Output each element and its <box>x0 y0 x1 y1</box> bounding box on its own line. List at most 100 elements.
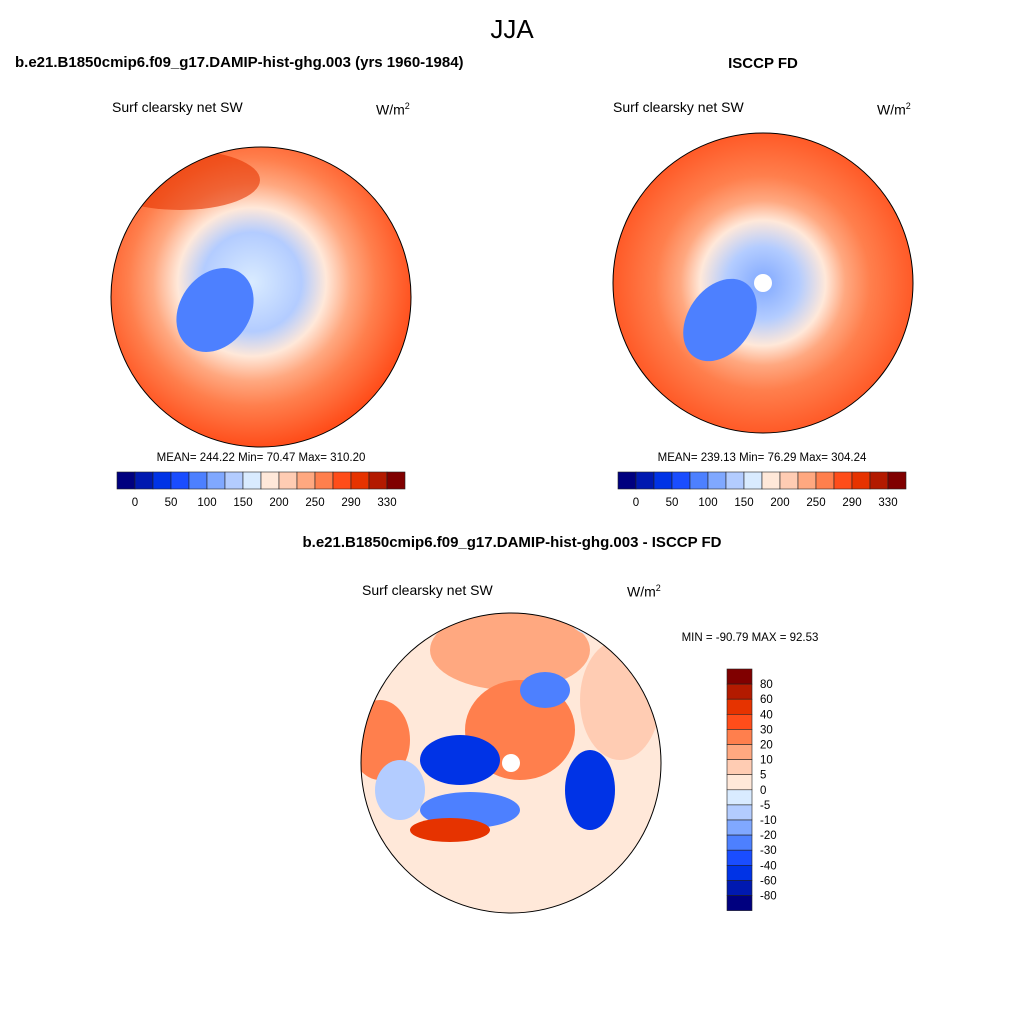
colorbar-box <box>314 471 334 490</box>
colorbar-box <box>815 471 835 490</box>
colorbar-tick-label: 330 <box>377 497 396 509</box>
colorbar-tick-label: 200 <box>269 497 288 509</box>
colorbar-tick-label: 60 <box>760 694 773 706</box>
panel3-variable: Surf clearsky net SW <box>362 582 493 598</box>
greenland-low-region <box>176 268 254 352</box>
colorbar-box <box>726 849 753 866</box>
colorbar-box <box>726 895 753 911</box>
colorbar-box <box>851 471 871 490</box>
colorbar-tick-label: 50 <box>165 497 178 509</box>
colorbar-tick-label: -80 <box>760 891 777 903</box>
colorbar-box <box>726 744 753 760</box>
colorbar-box <box>725 471 745 490</box>
colorbar-box <box>617 471 637 490</box>
colorbar-box <box>707 471 727 490</box>
map-panel3 <box>361 613 661 913</box>
colorbar-tick-label: 250 <box>305 497 324 509</box>
colorbar-box <box>726 698 753 715</box>
anomaly-region <box>570 613 661 640</box>
colorbar-box <box>726 834 753 851</box>
colorbar-box <box>743 471 763 490</box>
colorbar-box <box>224 471 244 490</box>
anomaly-region <box>410 818 490 842</box>
colorbar-tick-label: 250 <box>806 497 825 509</box>
map-panel2 <box>613 133 913 433</box>
missing-data-pole <box>502 754 520 772</box>
panel1-variable: Surf clearsky net SW <box>112 99 243 115</box>
colorbar-box <box>726 713 753 730</box>
colorbar-tick-label: 5 <box>760 770 766 782</box>
colorbar-box <box>206 471 226 490</box>
colorbar-box <box>869 471 889 490</box>
colorbar-tick-label: -20 <box>760 830 777 842</box>
colorbar-box <box>797 471 817 490</box>
panel1-units: W/m2 <box>376 101 410 118</box>
colorbar-tick-label: 40 <box>760 709 773 721</box>
colorbar-box <box>134 471 154 490</box>
missing-data-pole <box>754 274 772 292</box>
anomaly-region <box>580 640 660 760</box>
colorbar-box <box>726 683 753 700</box>
main-title: JJA <box>490 14 534 44</box>
units-exp: 2 <box>404 101 410 111</box>
colorbar-box <box>278 471 298 490</box>
units-exp: 2 <box>905 101 911 111</box>
colorbar-tick-label: 0 <box>760 785 766 797</box>
colorbar-box <box>386 471 406 490</box>
map2-border <box>612 132 914 434</box>
colorbar-tick-label: 100 <box>698 497 717 509</box>
colorbar-box <box>116 471 136 490</box>
anomaly-region <box>430 613 590 690</box>
colorbar-box <box>761 471 781 490</box>
colorbar-tick-label: 50 <box>666 497 679 509</box>
colorbar-box <box>635 471 655 490</box>
colorbar-tick-label: -40 <box>760 860 777 872</box>
colorbar-box <box>689 471 709 490</box>
units-text: W/m <box>376 101 405 118</box>
map1-border <box>110 146 412 448</box>
colorbar-box <box>726 880 753 896</box>
greenland-low-region <box>683 278 757 362</box>
panel1-stats: MEAN= 244.22 Min= 70.47 Max= 310.20 <box>156 452 366 464</box>
colorbar-box <box>726 759 753 775</box>
colorbar-box <box>726 804 753 821</box>
anomaly-region <box>420 735 500 785</box>
colorbar-tick-label: 10 <box>760 755 773 767</box>
colorbar-tick-label: 20 <box>760 740 773 752</box>
colorbar-tick-label: -60 <box>760 875 777 887</box>
colorbar-tick-label: -30 <box>760 845 777 857</box>
colorbar-box <box>726 729 753 745</box>
colorbar-box <box>653 471 673 490</box>
colorbar-tick-label: 80 <box>760 679 773 691</box>
units-exp: 2 <box>655 583 661 593</box>
colorbar-box <box>671 471 691 490</box>
colorbar-tick-label: 290 <box>341 497 360 509</box>
colorbar-box <box>726 668 753 685</box>
colorbar-tick-label: -10 <box>760 815 777 827</box>
high-region <box>111 150 260 210</box>
colorbar-box <box>726 789 753 806</box>
colorbar-box <box>332 471 352 490</box>
colorbar-box <box>726 864 753 881</box>
panel3-title: b.e21.B1850cmip6.f09_g17.DAMIP-hist-ghg.… <box>302 534 722 551</box>
anomaly-region <box>520 672 570 708</box>
map-panel1 <box>111 147 411 447</box>
colorbar-box <box>368 471 388 490</box>
colorbar-tick-label: 30 <box>760 724 773 736</box>
anomaly-region <box>565 750 615 830</box>
colorbar-tick-label: 0 <box>132 497 138 509</box>
colorbar-box <box>833 471 853 490</box>
colorbar-tick-label: 150 <box>233 497 252 509</box>
colorbar-box <box>726 819 753 836</box>
panel1-title: b.e21.B1850cmip6.f09_g17.DAMIP-hist-ghg.… <box>15 54 464 71</box>
colorbar-box <box>726 774 753 791</box>
map-field <box>111 147 411 447</box>
colorbar-tick-label: 290 <box>842 497 861 509</box>
panel3-stats: MIN = -90.79 MAX = 92.53 <box>681 632 819 644</box>
colorbar-tick-label: 330 <box>878 497 897 509</box>
colorbar-box <box>779 471 799 490</box>
colorbar-tick-label: 100 <box>197 497 216 509</box>
map3-border <box>360 612 662 914</box>
colorbar-box <box>260 471 280 490</box>
